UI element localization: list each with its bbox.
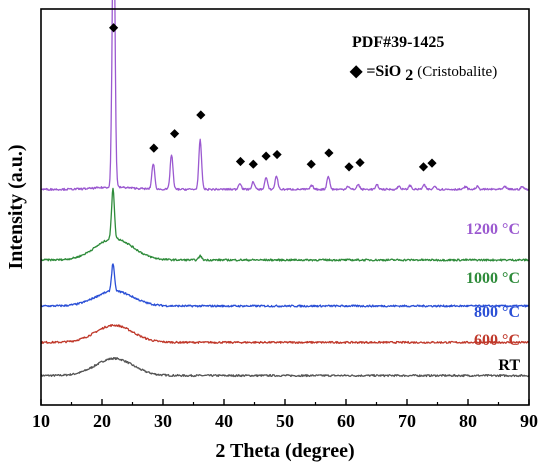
series-line bbox=[40, 0, 530, 191]
cristobalite-marker bbox=[418, 162, 429, 172]
x-axis-title: 2 Theta (degree) bbox=[215, 440, 354, 462]
legend-assignment-main: =SiO bbox=[366, 63, 401, 80]
cristobalite-marker bbox=[355, 157, 365, 168]
x-tick-label: 60 bbox=[337, 411, 355, 431]
series-label: 1200 °C bbox=[466, 221, 520, 238]
series-label: 800 °C bbox=[474, 304, 520, 321]
cristobalite-marker bbox=[169, 129, 180, 139]
marker-group bbox=[108, 23, 437, 172]
y-axis-title: Intensity (a.u.) bbox=[5, 144, 27, 269]
legend-assignment: ◆ =SiO 2 (Cristobalite) bbox=[349, 63, 497, 84]
cristobalite-marker bbox=[427, 158, 437, 168]
cristobalite-marker bbox=[149, 143, 159, 153]
x-tick-label: 90 bbox=[520, 411, 538, 431]
x-tick-label: 50 bbox=[276, 411, 294, 431]
series-line bbox=[40, 263, 530, 308]
series-label: RT bbox=[498, 357, 520, 374]
x-tick-group: 10 20 30 40 50 60 70 80 90 bbox=[32, 399, 538, 431]
x-tick-label: 20 bbox=[93, 411, 111, 431]
series-label: 1000 °C bbox=[466, 270, 520, 287]
cristobalite-marker bbox=[248, 159, 258, 169]
x-tick-label: 40 bbox=[215, 411, 233, 431]
x-tick-label: 10 bbox=[32, 411, 50, 431]
legend-assignment-phase: (Cristobalite) bbox=[417, 64, 497, 80]
cristobalite-marker bbox=[261, 151, 271, 161]
legend: PDF#39-1425 ◆ =SiO 2 (Cristobalite) bbox=[349, 34, 497, 84]
cristobalite-marker bbox=[344, 162, 354, 172]
series-line bbox=[40, 357, 530, 378]
legend-reference: PDF#39-1425 bbox=[352, 34, 444, 51]
x-tick-label: 70 bbox=[398, 411, 416, 431]
series-line bbox=[40, 324, 530, 344]
x-tick-label: 30 bbox=[154, 411, 172, 431]
cristobalite-marker bbox=[306, 159, 316, 169]
x-tick-label: 80 bbox=[459, 411, 477, 431]
series-label-group: RT 600 °C 800 °C 1000 °C 1200 °C bbox=[466, 221, 520, 374]
cristobalite-marker bbox=[324, 148, 334, 158]
series-group bbox=[40, 0, 530, 378]
cristobalite-marker bbox=[108, 23, 119, 33]
cristobalite-marker bbox=[235, 156, 246, 167]
series-line bbox=[40, 187, 530, 262]
legend-assignment-subscript: 2 bbox=[405, 67, 413, 84]
legend-marker: ◆ bbox=[349, 63, 363, 80]
series-label: 600 °C bbox=[474, 332, 520, 349]
cristobalite-marker bbox=[272, 149, 282, 160]
cristobalite-marker bbox=[196, 110, 206, 120]
